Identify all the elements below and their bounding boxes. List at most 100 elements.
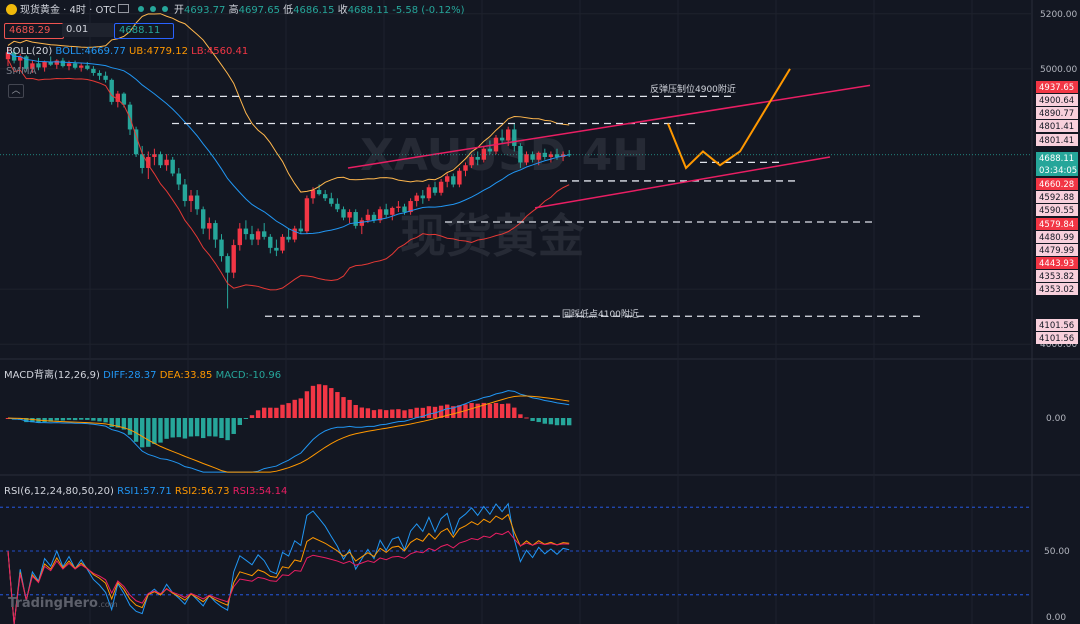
candle-body [158, 154, 163, 166]
macd-histogram-bar [182, 418, 188, 439]
collapse-chevron-icon[interactable]: ︿ [8, 84, 24, 98]
macd-histogram-bar [292, 399, 297, 418]
price-tag-label: 4353.02 [1039, 285, 1074, 295]
candle-body [304, 198, 310, 232]
candle-body [207, 223, 212, 229]
candle-body [42, 61, 47, 68]
macd-legend[interactable]: MACD背离(12,26,9) DIFF:28.37 DEA:33.85 MAC… [4, 370, 281, 382]
candle-body [432, 187, 438, 193]
price-tag-label: 4480.99 [1039, 233, 1074, 243]
interval-label[interactable]: 4时 [69, 5, 86, 16]
rsi-legend[interactable]: RSI(6,12,24,80,50,20) RSI1:57.71 RSI2:56… [4, 486, 287, 498]
candle-body [365, 214, 371, 221]
buy-price-button[interactable]: 4688.11 [114, 23, 174, 39]
macd-name: MACD背离(12,26,9) [4, 370, 100, 381]
macd-histogram-bar [518, 414, 523, 418]
price-tag-label: 4801.41 [1039, 136, 1074, 146]
macd-histogram-bar [493, 402, 499, 418]
rsi3-value: RSI3:54.14 [232, 486, 288, 497]
smma-legend[interactable]: SMMA [6, 66, 37, 77]
macd-dea-line [7, 395, 570, 473]
macd-histogram-bar [499, 403, 505, 418]
macd-histogram-bar [85, 418, 90, 420]
candle-body [48, 61, 53, 65]
macd-histogram-bar [396, 409, 401, 418]
price-tag [1036, 319, 1078, 331]
candle-body [140, 154, 145, 168]
macd-histogram-bar [30, 418, 35, 423]
macd-histogram-bar [438, 405, 444, 418]
candle-body [188, 195, 194, 202]
macd-histogram-bar [262, 407, 267, 418]
candle-body [451, 176, 456, 185]
price-tag [1036, 244, 1078, 256]
candle-body [292, 228, 297, 240]
candle-body [353, 212, 358, 226]
macd-histogram-bar [213, 418, 218, 437]
close-value: 4688.11 [347, 5, 390, 16]
close-label: 收 [337, 5, 348, 16]
flag-icon [117, 4, 129, 13]
macd-histogram-bar [207, 418, 212, 437]
price-tag [1036, 81, 1078, 93]
candle-body [414, 195, 419, 202]
candle-body [79, 65, 84, 68]
candle-body [133, 129, 139, 155]
resistance-annotation: 反弹压制位4900附近 [650, 83, 736, 95]
price-tag [1036, 204, 1078, 216]
macd-histogram-bar [408, 409, 413, 418]
macd-histogram-bar [567, 418, 572, 426]
price-tag [1036, 257, 1078, 269]
macd-histogram-bar [140, 418, 145, 448]
macd-histogram-bar [158, 418, 163, 443]
candle-body [359, 220, 364, 226]
price-tag-label: 4443.93 [1039, 259, 1074, 269]
symbol-header[interactable]: 现货黄金 · 4时 · OTC 开4693.77 高4697.65 低4686.… [6, 4, 464, 17]
macd-histogram-bar [554, 418, 560, 426]
candle-body [274, 247, 279, 251]
candle-body [512, 129, 517, 146]
candle-body [115, 93, 120, 102]
high-value: 4697.65 [238, 5, 280, 16]
macd-histogram-bar [115, 418, 120, 428]
macd-histogram-bar [451, 406, 456, 418]
price-tag [1036, 332, 1078, 344]
price-tag-label: 4660.28 [1039, 180, 1074, 190]
macd-histogram-bar [560, 418, 566, 426]
macd-histogram-bar [97, 418, 102, 422]
sell-price-button[interactable]: 4688.29 [4, 23, 64, 39]
candle-body [225, 256, 230, 273]
macd-histogram-bar [536, 418, 541, 423]
rsi3-line [7, 530, 570, 624]
macd-histogram-bar [457, 405, 462, 418]
gold-coin-icon [6, 4, 17, 15]
macd-histogram-bar [506, 403, 511, 418]
macd-histogram-bar [530, 418, 535, 421]
price-tag-label: 4479.99 [1039, 246, 1074, 256]
macd-histogram-bar [268, 407, 273, 418]
symbol-name: 现货黄金 [20, 5, 60, 16]
candle-body [54, 60, 59, 65]
macd-histogram-bar [121, 418, 127, 430]
candle-body [371, 214, 377, 221]
boll-ub-value: UB:4779.12 [129, 46, 188, 57]
macd-histogram-bar [481, 402, 486, 418]
candle-body [341, 209, 346, 218]
boll-legend[interactable]: BOLL(20) BOLL:4669.77 UB:4779.12 LB:4560… [6, 46, 248, 58]
candle-body [194, 195, 200, 210]
price-tag-label: 4801.41 [1039, 122, 1074, 132]
macd-histogram-bar [323, 385, 328, 418]
candle-body [335, 203, 340, 210]
candle-body [402, 206, 407, 213]
price-tag-label: 4579.84 [1039, 220, 1074, 230]
price-tag [1036, 191, 1078, 203]
macd-histogram-bar [194, 418, 200, 437]
candle-body [213, 223, 218, 240]
candle-body [24, 56, 29, 69]
price-tag-label: 4101.56 [1039, 321, 1074, 331]
macd-histogram-bar [231, 418, 236, 434]
price-axis-tick: 5000.00 [1040, 65, 1077, 75]
price-tag [1036, 178, 1078, 190]
brand-name: TradingHero [8, 596, 98, 611]
